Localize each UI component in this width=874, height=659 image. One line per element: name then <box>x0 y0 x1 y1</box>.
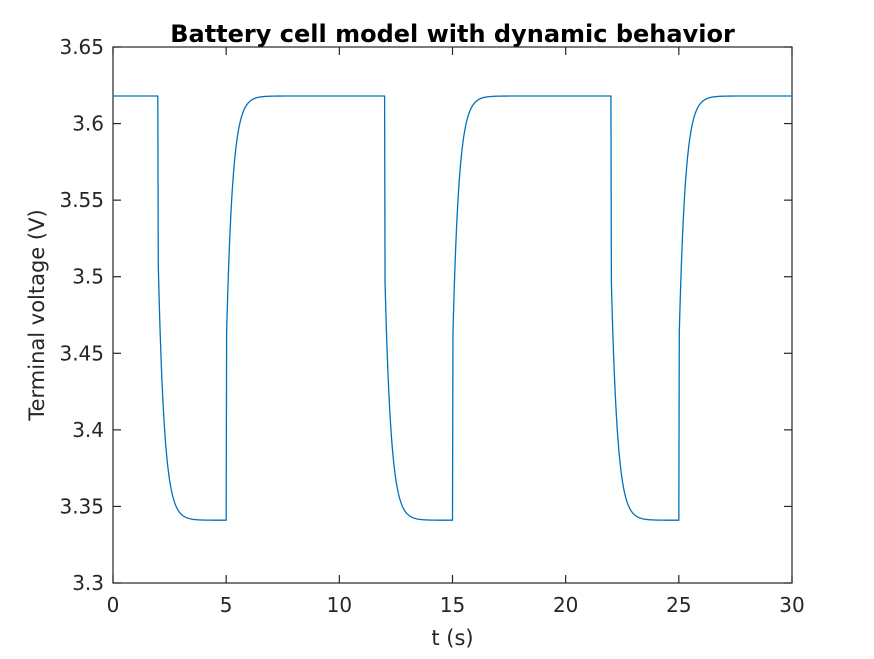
y-tick-label: 3.4 <box>72 418 104 442</box>
y-tick-label: 3.55 <box>59 188 104 212</box>
y-axis-label: Terminal voltage (V) <box>25 209 49 421</box>
y-tick-label: 3.5 <box>72 265 104 289</box>
y-tick-label: 3.35 <box>59 494 104 518</box>
x-axis-label: t (s) <box>431 626 473 650</box>
x-tick-label: 0 <box>107 593 120 617</box>
x-tick-label: 30 <box>779 593 804 617</box>
y-tick-label: 3.3 <box>72 571 104 595</box>
terminal-voltage-curve <box>112 95 793 521</box>
x-tick-label: 20 <box>553 593 578 617</box>
chart-title: Battery cell model with dynamic behavior <box>170 20 735 48</box>
y-tick-label: 3.45 <box>59 341 104 365</box>
axes: 0 5 10 15 20 25 30 3.3 3.35 3.4 3.45 3.5 3.55 3.6 3.65 <box>59 35 804 617</box>
x-tick-label: 10 <box>327 593 352 617</box>
x-tick-label: 25 <box>666 593 691 617</box>
y-tick-label: 3.6 <box>72 112 104 136</box>
x-tick-label: 5 <box>220 593 233 617</box>
x-tick-label: 15 <box>440 593 465 617</box>
y-tick-label: 3.65 <box>59 35 104 59</box>
